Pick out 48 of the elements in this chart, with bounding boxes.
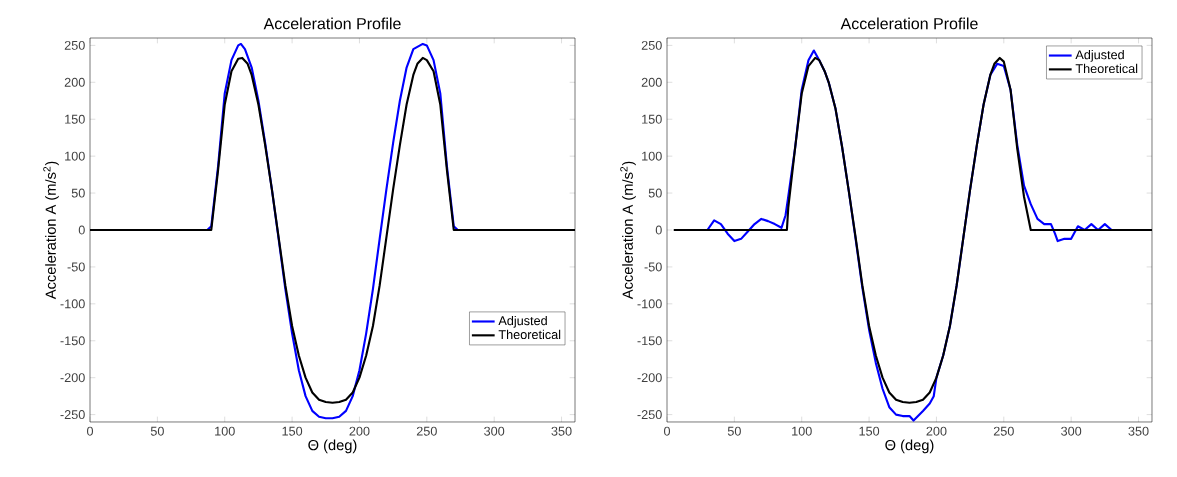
x-tick-label: 350 xyxy=(551,426,572,436)
y-tick-label: 50 xyxy=(648,188,662,198)
y-tick-label: 50 xyxy=(71,188,85,198)
x-tick-label: 350 xyxy=(1128,426,1149,436)
y-tick-label: 250 xyxy=(641,40,662,50)
legend-label: Theoretical xyxy=(1075,63,1138,74)
x-tick-label: 250 xyxy=(416,426,437,436)
x-tick-label: 200 xyxy=(926,426,947,436)
y-tick-label: 250 xyxy=(64,40,85,50)
legend-label: Adjusted xyxy=(1075,49,1124,62)
y-tick-label: -150 xyxy=(60,336,85,346)
y-tick-label: -100 xyxy=(637,299,662,309)
x-tick-label: 300 xyxy=(1061,426,1082,436)
y-tick-label: 0 xyxy=(655,225,662,235)
x-tick-label: 0 xyxy=(86,426,94,436)
y-tick-label: -100 xyxy=(60,299,85,309)
x-tick-label: 150 xyxy=(282,426,303,436)
y-tick-label: 150 xyxy=(642,114,662,124)
y-tick-label: -50 xyxy=(67,262,85,272)
x-tick-label: 0 xyxy=(663,426,671,436)
x-tick-label: 200 xyxy=(349,426,370,436)
y-tick-label: 0 xyxy=(78,225,85,235)
y-tick-label: -250 xyxy=(637,410,662,420)
x-axis-title: Θ (deg) xyxy=(308,439,357,454)
y-tick-label: 200 xyxy=(641,77,662,87)
y-tick-label: 150 xyxy=(65,114,85,124)
legend-label: Theoretical xyxy=(498,329,561,340)
chart-title: Acceleration Profile xyxy=(840,17,978,30)
y-axis-title: Acceleration A (m/s$^{2}$) xyxy=(620,161,636,300)
x-tick-label: 250 xyxy=(993,426,1014,436)
x-tick-label: 100 xyxy=(792,426,812,436)
y-tick-label: 100 xyxy=(642,151,662,161)
y-tick-label: -50 xyxy=(644,262,662,272)
y-axis-title: Acceleration A (m/s$^{2}$) xyxy=(43,161,59,300)
x-tick-label: 100 xyxy=(215,426,235,436)
x-tick-label: 50 xyxy=(727,426,741,436)
x-axis-title: Θ (deg) xyxy=(885,439,934,454)
chart-title: Acceleration Profile xyxy=(263,17,401,30)
x-tick-label: 300 xyxy=(484,426,505,436)
y-tick-label: -150 xyxy=(637,336,662,346)
y-tick-label: 100 xyxy=(65,151,85,161)
y-tick-label: -250 xyxy=(60,410,85,420)
y-tick-label: 200 xyxy=(64,77,85,87)
y-tick-label: -200 xyxy=(60,373,85,383)
y-tick-label: -200 xyxy=(637,373,662,383)
legend-label: Adjusted xyxy=(498,315,547,328)
x-tick-label: 150 xyxy=(859,426,880,436)
x-tick-label: 50 xyxy=(150,426,164,436)
